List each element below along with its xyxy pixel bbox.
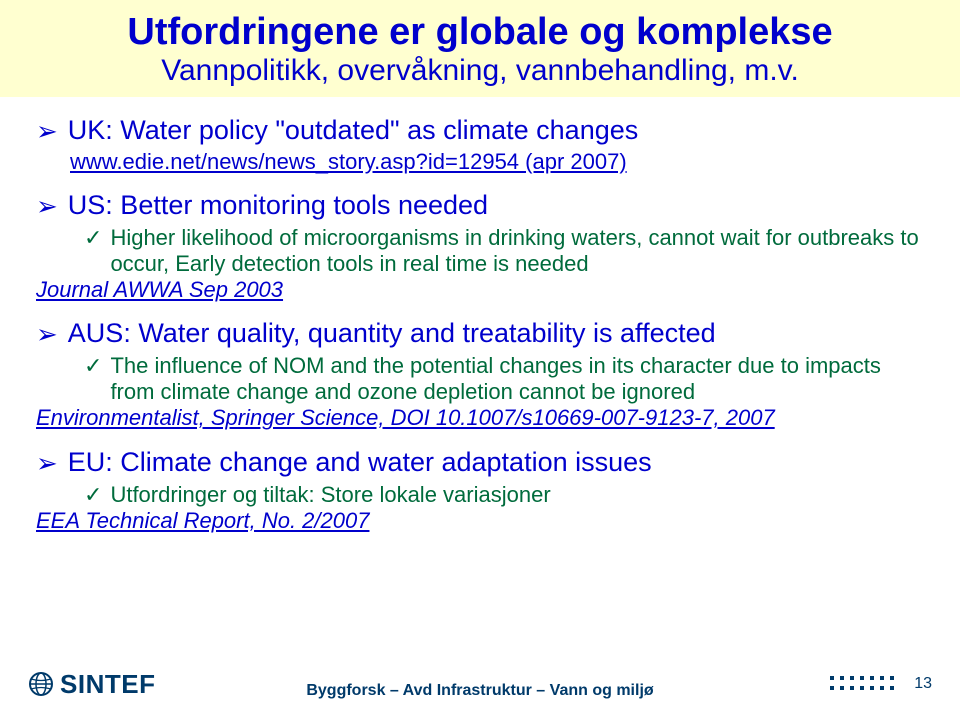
arrow-icon: ➢ [36,117,58,147]
heading-text: UK: Water policy "outdated" as climate c… [68,115,928,146]
reference-citation: Journal AWWA Sep 2003 [36,277,928,302]
reference-link: www.edie.net/news/news_story.asp?id=1295… [70,150,928,174]
sub-bullet: ✓ Utfordringer og tiltak: Store lokale v… [84,482,928,508]
arrow-icon: ➢ [36,192,58,222]
footer-center-text: Byggforsk – Avd Infrastruktur – Vann og … [306,682,653,700]
footer-right: 13 [830,675,932,693]
dot-grid-icon [830,676,896,692]
bullet-heading: ➢ AUS: Water quality, quantity and treat… [36,318,928,349]
sub-text: The influence of NOM and the potential c… [110,353,928,405]
slide: Utfordringene er globale og komplekse Va… [0,0,960,710]
heading-text: AUS: Water quality, quantity and treatab… [68,318,928,349]
bullet-heading: ➢ UK: Water policy "outdated" as climate… [36,115,928,146]
bullet-heading: ➢ US: Better monitoring tools needed [36,190,928,221]
check-icon: ✓ [84,482,102,508]
arrow-icon: ➢ [36,449,58,479]
title-line2: Vannpolitikk, overvåkning, vannbehandlin… [20,54,940,87]
sub-text: Higher likelihood of microorganisms in d… [110,225,928,277]
bullet-item: ➢ UK: Water policy "outdated" as climate… [36,115,928,174]
footer: SINTEF Byggforsk – Avd Infrastruktur – V… [0,662,960,710]
check-icon: ✓ [84,353,102,379]
sub-text: Utfordringer og tiltak: Store lokale var… [110,482,928,508]
bullet-item: ➢ AUS: Water quality, quantity and treat… [36,318,928,430]
sintef-globe-icon [28,671,54,697]
sub-bullet: ✓ The influence of NOM and the potential… [84,353,928,405]
title-line1: Utfordringene er globale og komplekse [20,12,940,54]
check-icon: ✓ [84,225,102,251]
brand-text: SINTEF [60,669,155,700]
sub-bullet: ✓ Higher likelihood of microorganisms in… [84,225,928,277]
bullet-item: ➢ EU: Climate change and water adaptatio… [36,447,928,533]
heading-text: EU: Climate change and water adaptation … [68,447,928,478]
title-block: Utfordringene er globale og komplekse Va… [0,0,960,97]
heading-text: US: Better monitoring tools needed [68,190,928,221]
sintef-logo: SINTEF [28,669,155,700]
bullet-item: ➢ US: Better monitoring tools needed ✓ H… [36,190,928,302]
content: ➢ UK: Water policy "outdated" as climate… [0,97,960,533]
reference-citation: EEA Technical Report, No. 2/2007 [36,508,928,533]
bullet-heading: ➢ EU: Climate change and water adaptatio… [36,447,928,478]
arrow-icon: ➢ [36,320,58,350]
page-number: 13 [914,675,932,693]
reference-citation: Environmentalist, Springer Science, DOI … [36,405,928,430]
